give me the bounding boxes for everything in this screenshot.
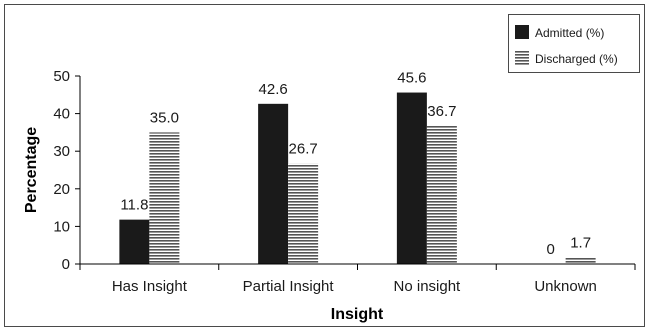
- y-tick-label: 10: [53, 218, 70, 235]
- data-label: 11.8: [120, 197, 148, 214]
- x-category-label: No insight: [394, 278, 462, 295]
- data-label: 35.0: [150, 109, 179, 126]
- data-label: 36.7: [427, 103, 456, 120]
- y-axis-title: Percentage: [23, 127, 40, 213]
- y-tick-label: 30: [53, 143, 70, 160]
- y-tick-label: 40: [53, 106, 70, 123]
- legend-label-admitted: Admitted (%): [535, 26, 604, 40]
- x-category-label: Unknown: [534, 278, 597, 295]
- bar-admitted: [396, 92, 427, 264]
- legend: Admitted (%) Discharged (%): [508, 14, 640, 73]
- x-category-label: Has Insight: [112, 278, 188, 295]
- data-label: 26.7: [289, 141, 318, 158]
- x-category-label: Partial Insight: [243, 278, 335, 295]
- y-tick-label: 0: [62, 256, 70, 273]
- bar-discharged: [426, 126, 457, 265]
- data-labels-group: 11.8 42.6 45.6 0 35.0 26.7 36.7 1.7: [120, 70, 591, 258]
- y-tick-label: 50: [53, 68, 70, 85]
- data-label: 0: [546, 241, 554, 258]
- legend-label-discharged: Discharged (%): [535, 52, 618, 66]
- y-tick-label: 20: [53, 181, 70, 198]
- bar-admitted: [258, 103, 289, 264]
- bar-admitted: [119, 219, 150, 264]
- legend-swatch-admitted: [515, 25, 529, 39]
- bar-discharged: [149, 132, 180, 264]
- bar-discharged: [288, 163, 319, 264]
- legend-box: [508, 14, 640, 73]
- data-label: 42.6: [259, 81, 288, 98]
- x-axis-title: Insight: [331, 306, 384, 323]
- bar-discharged: [565, 257, 596, 264]
- data-label: 45.6: [397, 70, 426, 87]
- legend-swatch-discharged: [515, 51, 529, 65]
- y-axis-ticks: 0 10 20 30 40 50: [53, 68, 80, 273]
- bars-group: [119, 92, 596, 265]
- x-axis-ticks: Has Insight Partial Insight No insight Unkn…: [79, 264, 636, 295]
- data-label: 1.7: [570, 235, 591, 252]
